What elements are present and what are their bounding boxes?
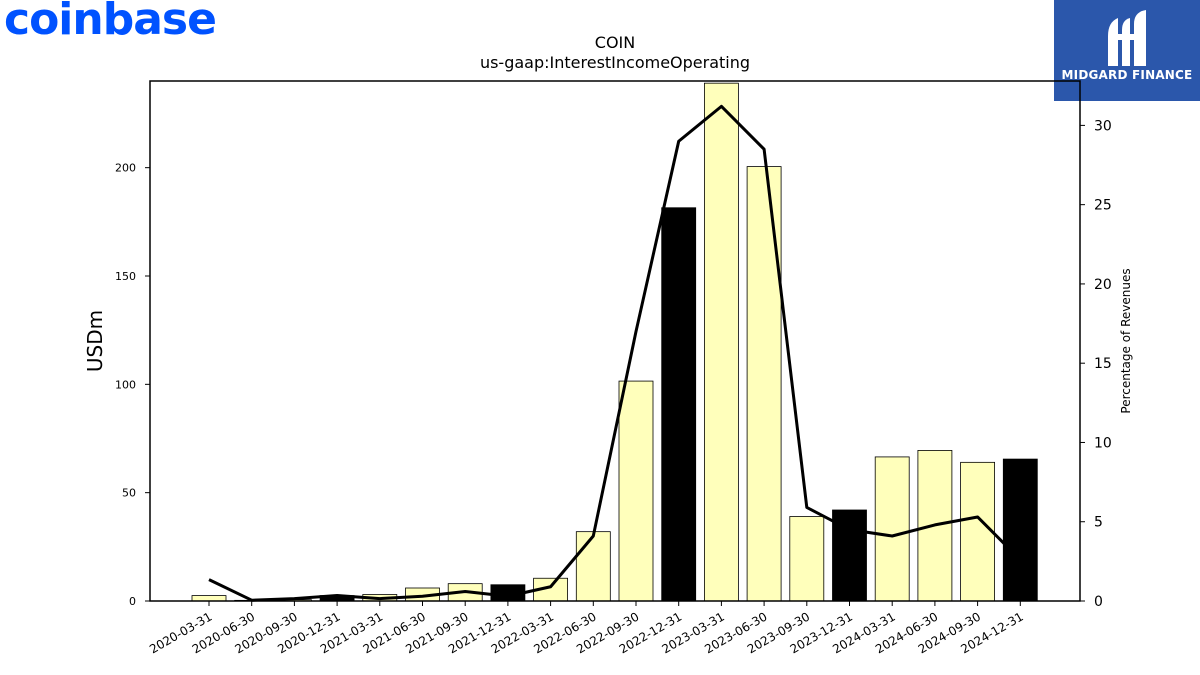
bar-2023-09-30 bbox=[789, 516, 825, 602]
bar-2022-06-30 bbox=[575, 531, 611, 602]
y2-axis-label: Percentage of Revenues bbox=[1119, 268, 1133, 413]
y2-tick-label: 0 bbox=[1094, 594, 1103, 610]
y-tick-label: 200 bbox=[115, 162, 136, 175]
plot-frame bbox=[149, 80, 1081, 602]
bar-2024-12-31 bbox=[1002, 458, 1038, 602]
bar-2024-03-31 bbox=[874, 456, 910, 602]
line-series bbox=[208, 104, 1022, 602]
y2-axis: 0 5 10 15 20 25 30 bbox=[1080, 118, 1112, 610]
bar-2023-03-31 bbox=[704, 82, 739, 602]
bar-2022-12-31 bbox=[661, 207, 697, 602]
y2-tick-label: 25 bbox=[1094, 198, 1112, 214]
y2-tick-label: 5 bbox=[1094, 515, 1103, 531]
y-tick-label: 150 bbox=[115, 270, 136, 283]
bar-2020-03-31 bbox=[191, 595, 227, 602]
coinbase-logo: coinbase bbox=[4, 0, 217, 45]
y2-tick-label: 10 bbox=[1094, 435, 1112, 451]
midgard-logo-text: MIDGARD FINANCE bbox=[1061, 68, 1193, 82]
midgard-finance-logo: MIDGARD FINANCE bbox=[1054, 0, 1200, 101]
bar-2024-09-30 bbox=[960, 461, 995, 602]
y-tick-label: 50 bbox=[122, 487, 136, 500]
y-tick-label: 100 bbox=[115, 378, 136, 391]
bar-series bbox=[191, 82, 1038, 602]
chart-title: COIN bbox=[595, 33, 635, 52]
y-axis-label: USDm bbox=[83, 310, 107, 372]
x-axis: 2020-03-312020-06-302020-09-302020-12-31… bbox=[147, 601, 1026, 656]
midgard-mark-icon bbox=[1108, 10, 1146, 66]
percentage-line bbox=[208, 104, 1022, 602]
y-tick-label: 0 bbox=[129, 595, 136, 608]
y2-tick-label: 30 bbox=[1094, 118, 1112, 134]
chart-subtitle: us-gaap:InterestIncomeOperating bbox=[480, 53, 750, 72]
y2-tick-label: 15 bbox=[1094, 356, 1112, 372]
bar-2022-09-30 bbox=[618, 380, 654, 602]
bar-2023-06-30 bbox=[746, 166, 782, 602]
y2-tick-label: 20 bbox=[1094, 277, 1112, 293]
y-axis: 0 50 100 150 200 bbox=[115, 162, 150, 608]
